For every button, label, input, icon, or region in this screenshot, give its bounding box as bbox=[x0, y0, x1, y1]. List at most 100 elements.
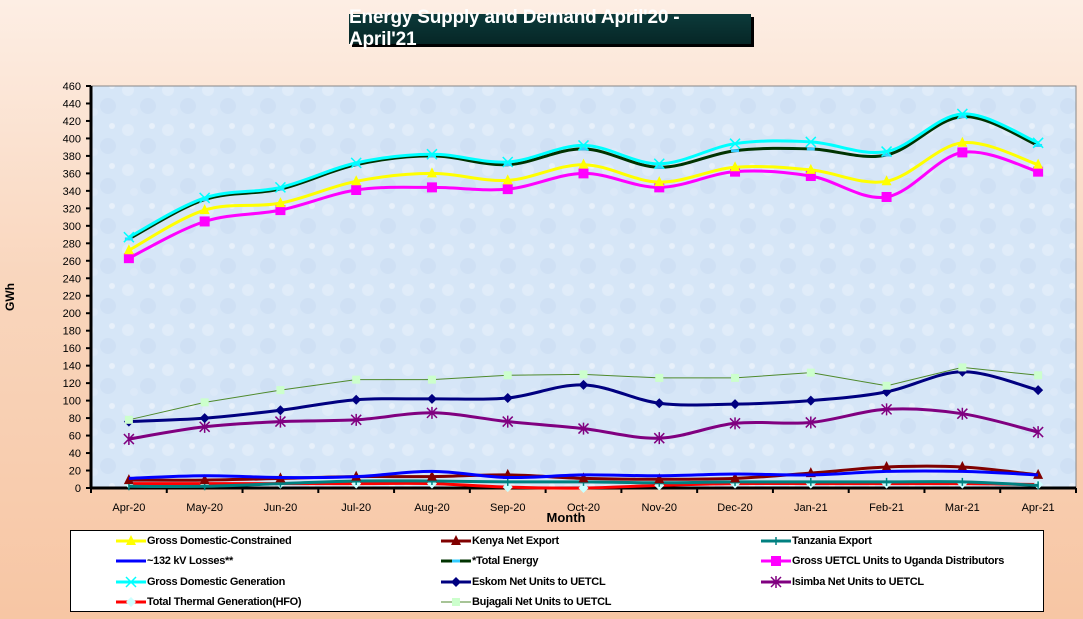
legend-item-gross-domestic-constrained: Gross Domestic-Constrained bbox=[116, 535, 292, 547]
data-point-gross-uetcl-units-to-uganda-distributors bbox=[351, 184, 362, 195]
data-point-gross-domestic-generation bbox=[199, 192, 211, 204]
data-point-gross-domestic-constrained bbox=[123, 244, 134, 255]
data-point-bujagali-net-units-to-uetcl bbox=[503, 371, 512, 380]
y-tick-label: 200 bbox=[63, 308, 81, 320]
data-point-bujagali-net-units-to-uetcl bbox=[731, 373, 740, 382]
legend-swatch-132-kv-losses bbox=[116, 559, 146, 563]
series-eskom-net-units-to-uetcl bbox=[123, 366, 1044, 427]
data-point-kenya-net-export bbox=[578, 472, 589, 483]
data-point-kenya-net-export bbox=[199, 474, 210, 485]
data-point-isimba-net-units-to-uetcl bbox=[123, 433, 135, 446]
data-point-isimba-net-units-to-uetcl bbox=[805, 416, 817, 429]
data-point-gross-domestic-generation bbox=[881, 146, 893, 158]
plot-area bbox=[90, 85, 1077, 489]
data-point-gross-domestic-generation bbox=[123, 231, 135, 243]
x-tick-label: May-20 bbox=[186, 502, 223, 514]
series-gross-domestic-constrained bbox=[123, 136, 1044, 255]
legend-marker-gross-domestic-generation bbox=[125, 576, 137, 588]
data-point-gross-uetcl-units-to-uganda-distributors bbox=[578, 168, 589, 179]
data-point-total-energy bbox=[882, 153, 891, 157]
data-point-bujagali-net-units-to-uetcl bbox=[655, 373, 664, 382]
legend-label: Bujagali Net Units to UETCL bbox=[472, 596, 612, 608]
data-point-total-energy bbox=[276, 187, 285, 191]
data-point-bujagali-net-units-to-uetcl bbox=[579, 370, 588, 379]
y-tick-label: 60 bbox=[69, 431, 81, 443]
legend-marker-bujagali-net-units-to-uetcl bbox=[452, 598, 460, 606]
data-point-gross-domestic-generation bbox=[956, 108, 968, 120]
data-point-total-energy bbox=[806, 147, 815, 151]
y-tick-label: 0 bbox=[75, 483, 81, 495]
x-tick-label: Nov-20 bbox=[642, 502, 677, 514]
data-point-gross-uetcl-units-to-uganda-distributors bbox=[1033, 166, 1044, 177]
y-tick-label: 180 bbox=[63, 326, 81, 338]
x-tick-label: Mar-21 bbox=[945, 502, 980, 514]
legend-swatch-isimba-net-units-to-uetcl bbox=[761, 576, 791, 588]
data-point-gross-domestic-generation bbox=[729, 138, 741, 150]
x-tick-label: Feb-21 bbox=[869, 502, 904, 514]
legend-item-tanzania-export: Tanzania Export bbox=[761, 535, 872, 547]
data-point-gross-domestic-generation bbox=[350, 157, 362, 169]
y-tick-label: 20 bbox=[69, 466, 81, 478]
legend-label: *Total Energy bbox=[472, 555, 539, 567]
x-tick-label: Apr-21 bbox=[1022, 502, 1055, 514]
data-point-gross-domestic-generation bbox=[502, 156, 514, 168]
data-point-kenya-net-export bbox=[426, 470, 437, 481]
series-isimba-net-units-to-uetcl bbox=[123, 403, 1044, 446]
data-point-bujagali-net-units-to-uetcl bbox=[882, 381, 891, 390]
data-point-isimba-net-units-to-uetcl bbox=[729, 417, 741, 430]
data-point-total-energy bbox=[1034, 143, 1043, 147]
data-point-isimba-net-units-to-uetcl bbox=[426, 406, 438, 419]
data-point-kenya-net-export bbox=[881, 461, 892, 472]
data-point-total-energy bbox=[200, 198, 209, 202]
data-point-gross-uetcl-units-to-uganda-distributors bbox=[805, 171, 816, 182]
legend-label: Isimba Net Units to UETCL bbox=[792, 576, 924, 588]
legend-swatch-total-energy bbox=[441, 559, 471, 563]
legend-marker-isimba-net-units-to-uetcl bbox=[770, 576, 782, 588]
legend-item-gross-uetcl-units-to-uganda-distributors: Gross UETCL Units to Uganda Distributors bbox=[761, 555, 1004, 567]
data-point-eskom-net-units-to-uetcl bbox=[730, 399, 741, 410]
data-point-eskom-net-units-to-uetcl bbox=[1033, 385, 1044, 396]
y-tick-label: 140 bbox=[63, 361, 81, 373]
data-point-gross-domestic-constrained bbox=[730, 161, 741, 172]
data-point-eskom-net-units-to-uetcl bbox=[502, 392, 513, 403]
series-132-kv-losses bbox=[128, 469, 1039, 480]
y-tick-label: 360 bbox=[63, 168, 81, 180]
data-point-total-energy bbox=[655, 165, 664, 169]
legend-marker-kenya-net-export bbox=[451, 535, 461, 545]
data-point-total-energy bbox=[503, 163, 512, 167]
line-chart: 0 20 40 60 80 100 120 140 160 180 200 220 240 260 280 3… bbox=[3, 81, 1077, 525]
data-point-eskom-net-units-to-uetcl bbox=[578, 379, 589, 390]
data-point-bujagali-net-units-to-uetcl bbox=[200, 398, 209, 407]
legend-marker-gross-uetcl-units-to-uganda-distributors bbox=[771, 556, 781, 566]
legend-swatch-tanzania-export bbox=[761, 537, 791, 545]
legend-swatch-bujagali-net-units-to-uetcl bbox=[441, 598, 471, 606]
y-tick-label: 320 bbox=[63, 203, 81, 215]
data-point-gross-uetcl-units-to-uganda-distributors bbox=[881, 191, 892, 202]
data-point-kenya-net-export bbox=[730, 472, 741, 483]
data-point-kenya-net-export bbox=[957, 461, 968, 472]
data-point-isimba-net-units-to-uetcl bbox=[274, 415, 286, 428]
data-point-isimba-net-units-to-uetcl bbox=[956, 407, 968, 420]
legend-marker-eskom-net-units-to-uetcl bbox=[451, 577, 461, 587]
legend-swatch-gross-domestic-constrained bbox=[116, 535, 146, 545]
legend-label: ~132 kV Losses** bbox=[147, 555, 234, 567]
y-tick-label: 400 bbox=[63, 133, 81, 145]
data-point-gross-domestic-constrained bbox=[502, 174, 513, 185]
y-tick-label: 120 bbox=[63, 378, 81, 390]
y-tick-label: 280 bbox=[63, 238, 81, 250]
data-point-eskom-net-units-to-uetcl bbox=[351, 394, 362, 405]
legend-label: Gross UETCL Units to Uganda Distributors bbox=[792, 555, 1005, 567]
legend-label: Eskom Net Units to UETCL bbox=[472, 576, 606, 588]
x-tick-label: Oct-20 bbox=[567, 502, 600, 514]
y-tick-label: 100 bbox=[63, 396, 81, 408]
data-point-gross-domestic-constrained bbox=[275, 197, 286, 208]
legend-marker-gross-domestic-constrained bbox=[126, 535, 136, 545]
data-point-total-thermal-generation-hfo bbox=[578, 483, 589, 493]
legend-label: Tanzania Export bbox=[792, 535, 872, 547]
x-tick-label: Dec-20 bbox=[717, 502, 752, 514]
data-point-isimba-net-units-to-uetcl bbox=[1032, 426, 1044, 439]
legend-item-total-energy: *Total Energy bbox=[441, 555, 539, 567]
y-tick-label: 220 bbox=[63, 291, 81, 303]
legend-label: Kenya Net Export bbox=[472, 535, 559, 547]
legend-item-isimba-net-units-to-uetcl: Isimba Net Units to UETCL bbox=[761, 576, 924, 588]
